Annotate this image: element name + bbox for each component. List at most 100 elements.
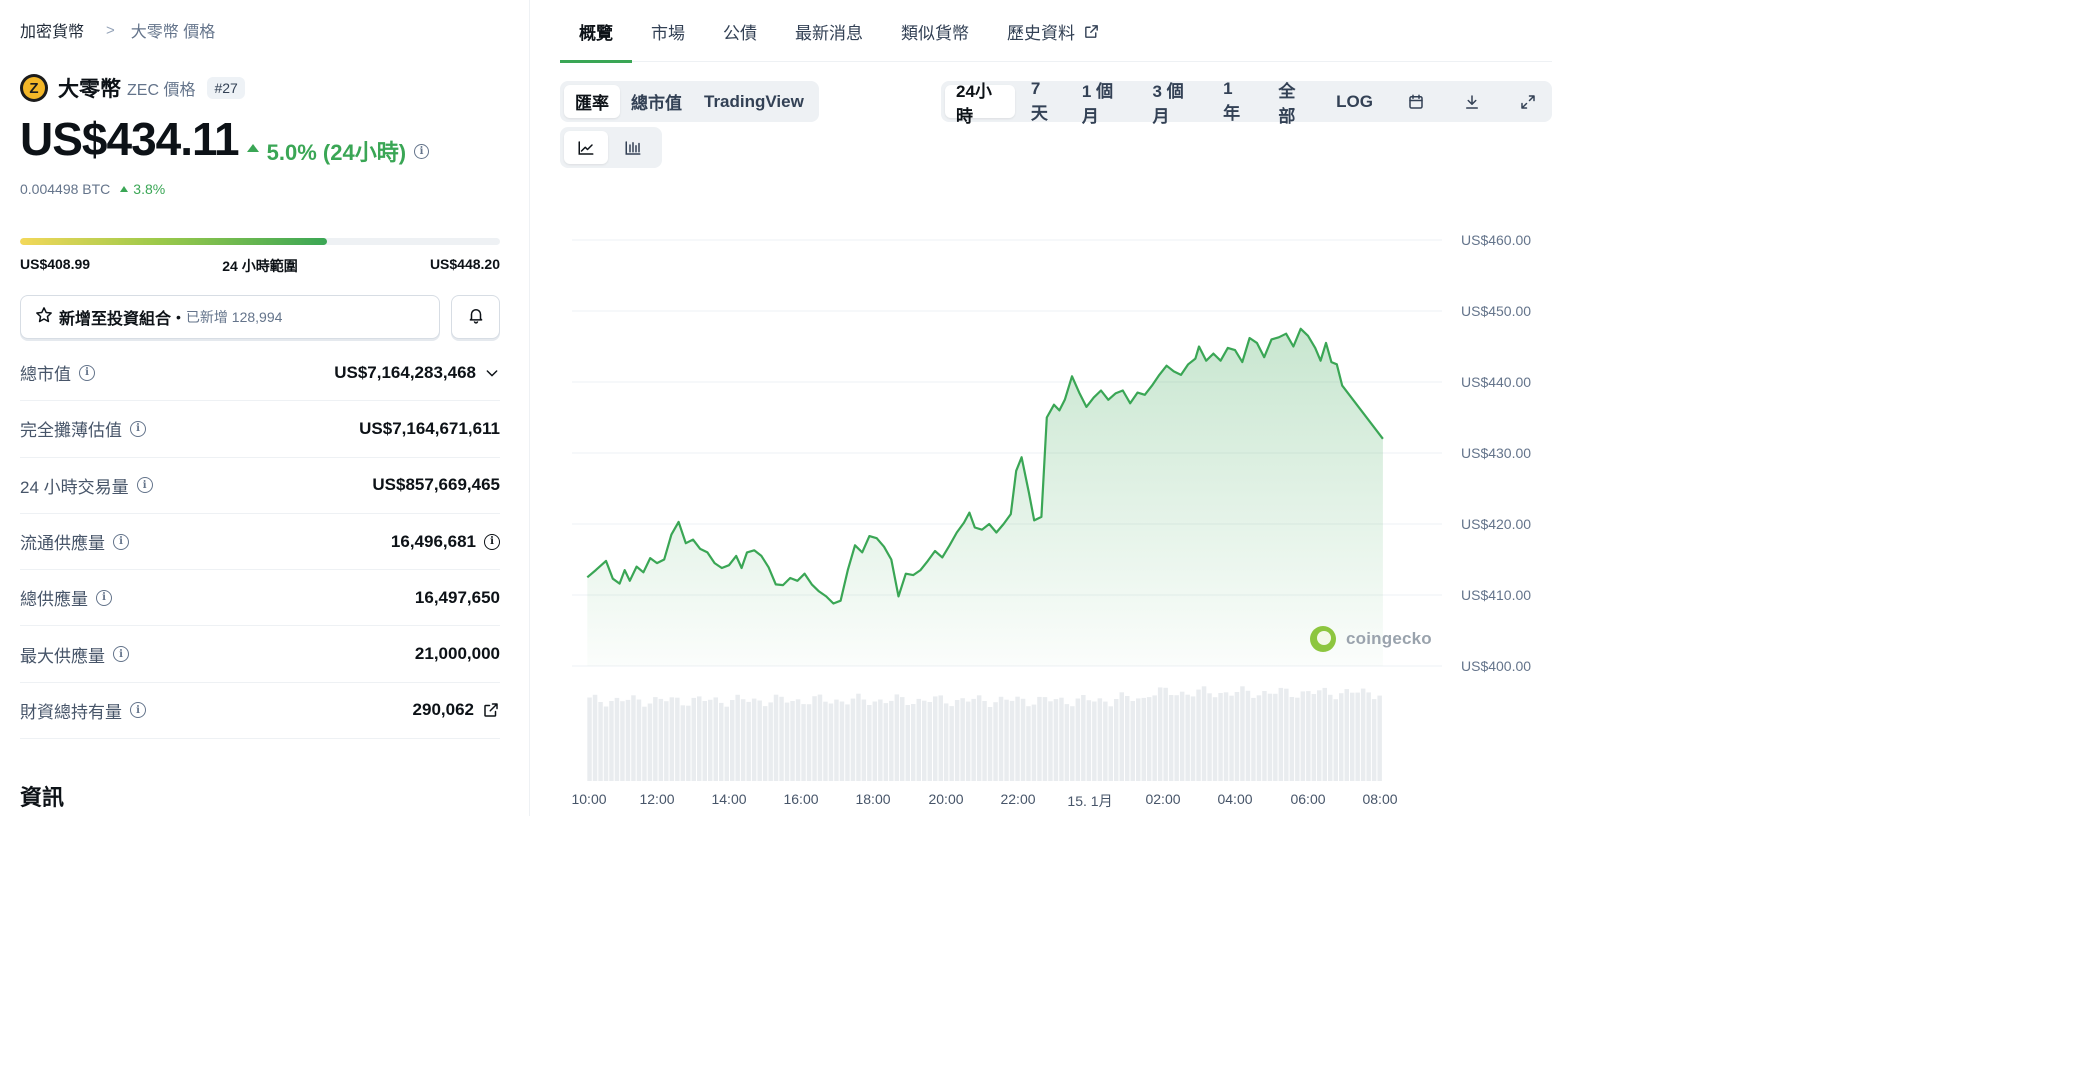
bell-icon — [467, 306, 485, 329]
range-1m[interactable]: 1 個月 — [1081, 81, 1114, 126]
stat-value: 16,496,681 — [390, 531, 476, 551]
volume-bar — [686, 705, 691, 781]
stat-label: 總供應量 — [20, 590, 88, 610]
info-icon[interactable]: i — [136, 477, 153, 494]
volume-bar — [1152, 695, 1157, 781]
tab-markets[interactable]: 市場 — [632, 0, 704, 62]
range-all[interactable]: 全部 — [1278, 81, 1296, 126]
add-to-portfolio-button[interactable]: 新增至投資組合 • 已新增 128,994 — [20, 295, 440, 339]
volume-bar — [1267, 693, 1273, 781]
download-icon[interactable] — [1452, 85, 1492, 118]
volume-bar — [1125, 696, 1130, 781]
x-tick-label: 15. 1月 — [1067, 793, 1113, 809]
range-low: US$408.99 — [20, 256, 91, 272]
tab-treasuries[interactable]: 公債 — [704, 0, 776, 62]
info-icon[interactable]: i — [79, 364, 95, 381]
x-tick-label: 12:00 — [639, 791, 675, 807]
range-7d[interactable]: 7天 — [1030, 79, 1048, 123]
volume-bar — [965, 701, 971, 781]
volume-bar — [812, 696, 817, 781]
price-change: 5.0% (24小時) i — [246, 135, 430, 167]
volume-bar — [1289, 697, 1295, 781]
range-3m[interactable]: 3 個月 — [1152, 81, 1184, 126]
volume-bar — [740, 699, 746, 781]
volume-bar — [806, 704, 812, 781]
volume-bar — [1355, 692, 1360, 781]
chart-type-tradingview[interactable]: TradingView — [704, 91, 804, 111]
candlestick-chart-icon[interactable] — [608, 131, 658, 164]
range-24h[interactable]: 24小時 — [945, 82, 1015, 126]
stat-label: 完全攤薄估值 — [20, 421, 122, 441]
volume-bar — [653, 697, 658, 781]
volume-bar — [850, 698, 856, 781]
info-icon[interactable]: i — [130, 702, 146, 719]
volume-bar — [900, 697, 905, 781]
tab-overview[interactable]: 概覽 — [560, 0, 632, 63]
volume-bar — [1317, 690, 1322, 781]
volume-bar — [795, 699, 801, 781]
volume-bar — [1328, 694, 1333, 781]
tab-label: 公債 — [723, 23, 757, 43]
volume-bar — [642, 706, 647, 781]
x-tick-label: 10:00 — [571, 791, 607, 807]
range-log[interactable]: LOG — [1336, 91, 1373, 111]
info-icon[interactable]: i — [414, 143, 430, 159]
x-tick-label: 06:00 — [1290, 791, 1326, 807]
volume-bar — [724, 706, 729, 781]
volume-bar — [1295, 697, 1300, 781]
x-tick-label: 16:00 — [783, 791, 819, 807]
volume-bar — [691, 697, 696, 781]
price-alert-button[interactable] — [451, 295, 500, 339]
info-icon[interactable]: i — [96, 589, 112, 606]
volume-bar — [730, 700, 735, 781]
volume-bar — [768, 702, 773, 781]
volume-bar — [1004, 699, 1009, 781]
portfolio-added-count: 已新增 128,994 — [185, 309, 283, 325]
rank-badge: #27 — [207, 77, 245, 99]
volume-bar — [982, 701, 987, 781]
range-1y[interactable]: 1 年 — [1223, 79, 1241, 123]
x-tick-label: 22:00 — [1000, 791, 1036, 807]
volume-bar — [784, 702, 790, 781]
volume-bar — [697, 696, 702, 781]
price-chart[interactable]: US$460.00 US$450.00 US$440.00 US$430.00 US$4… — [560, 180, 1552, 816]
volume-bar — [1075, 698, 1081, 781]
fullscreen-icon[interactable] — [1508, 85, 1548, 118]
tab-similar-coins[interactable]: 類似貨幣 — [882, 0, 988, 62]
volume-bar — [993, 702, 998, 781]
chevron-down-icon[interactable] — [484, 365, 500, 381]
chart-style-selector — [560, 127, 662, 168]
volume-bar — [680, 705, 686, 781]
info-icon[interactable]: i — [113, 533, 129, 550]
arrow-up-icon — [246, 144, 259, 152]
portfolio-label: 新增至投資組合 — [59, 311, 172, 328]
volume-bar — [751, 698, 757, 781]
line-chart-icon[interactable] — [564, 131, 608, 164]
info-icon[interactable]: i — [484, 533, 500, 550]
volume-bar — [609, 701, 614, 781]
volume-bar — [1207, 693, 1212, 781]
stat-row-max-supply: 最大供應量 i 21,000,000 — [20, 626, 500, 683]
chart-type-price[interactable]: 匯率 — [564, 85, 620, 118]
info-icon[interactable]: i — [130, 420, 146, 437]
volume-bar — [1114, 699, 1119, 781]
stat-row-circulating-supply: 流通供應量 i 16,496,681 i — [20, 514, 500, 571]
volume-bar — [889, 700, 894, 781]
volume-bar — [757, 700, 762, 781]
chart-type-market-cap[interactable]: 總市值 — [631, 94, 682, 113]
separator-dot: • — [176, 309, 181, 325]
volume-bar — [631, 695, 636, 781]
calendar-icon[interactable] — [1396, 85, 1436, 118]
volume-bar — [1059, 697, 1064, 781]
arrow-up-icon — [120, 186, 129, 192]
external-link-icon[interactable] — [482, 701, 500, 719]
volume-bar — [773, 694, 779, 781]
info-icon[interactable]: i — [113, 646, 129, 663]
tab-historical-data[interactable]: 歷史資料 — [988, 0, 1119, 62]
volume-bar — [1103, 701, 1108, 781]
breadcrumb-link-crypto[interactable]: 加密貨幣 — [20, 24, 85, 41]
tab-label: 市場 — [651, 23, 685, 43]
volume-bar — [1097, 698, 1103, 781]
volume-bar — [735, 694, 740, 781]
tab-news[interactable]: 最新消息 — [776, 0, 882, 62]
